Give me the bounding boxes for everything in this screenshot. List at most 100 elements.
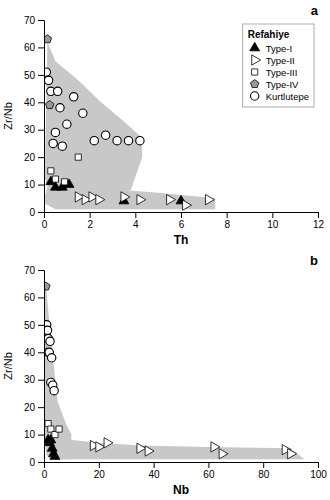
tick-mark	[38, 297, 44, 298]
point	[50, 387, 58, 395]
tick-mark	[38, 75, 44, 76]
tick-mark	[38, 20, 44, 21]
tick-label: 0	[42, 219, 48, 230]
panel-label: a	[311, 3, 319, 18]
tick-label: 40	[149, 469, 161, 480]
point	[121, 192, 130, 202]
x-axis: 020406080100	[42, 462, 328, 480]
tick: 20	[24, 152, 44, 163]
point	[52, 176, 58, 182]
tick-label: 60	[24, 42, 36, 53]
tick-label: 60	[24, 292, 36, 303]
point	[61, 179, 67, 185]
legend-entry: Type-II	[266, 55, 295, 66]
tick-mark	[38, 157, 44, 158]
figure: 024681012010203040506070ThZr/NbaRefahiye…	[0, 0, 330, 500]
tick: 70	[24, 265, 44, 276]
point	[75, 154, 81, 160]
point	[145, 446, 154, 456]
tick-label: 0	[29, 207, 35, 218]
y-axis: 0 10 20 30 40 50 60 70	[24, 265, 45, 468]
shaded-region	[49, 429, 304, 459]
tick-mark	[135, 212, 136, 218]
series	[90, 438, 296, 459]
point	[113, 137, 121, 145]
point	[79, 109, 87, 117]
x-axis: 0 2 4 6 8 10 12	[42, 212, 325, 230]
series	[44, 321, 58, 395]
series	[48, 154, 82, 185]
tick-mark	[99, 462, 100, 468]
tick-mark	[154, 462, 155, 468]
tick-label: 40	[24, 97, 36, 108]
point	[136, 137, 144, 145]
series	[75, 192, 214, 211]
tick-mark	[38, 435, 44, 436]
tick-mark	[38, 270, 44, 271]
tick: 0	[42, 462, 48, 480]
point	[44, 326, 52, 334]
point	[167, 195, 176, 205]
tick: 60	[24, 42, 44, 53]
point	[183, 200, 192, 210]
y-axis-title: Zr/Nb	[2, 352, 14, 380]
legend-title: Refahiye	[248, 29, 290, 40]
axis-line	[45, 213, 319, 219]
tick-mark	[38, 130, 44, 131]
point	[54, 87, 62, 95]
tick: 20	[94, 462, 106, 480]
tick-mark	[38, 380, 44, 381]
tick: 10	[24, 429, 44, 440]
tick: 40	[149, 462, 161, 480]
y-axis-title: Zr/Nb	[2, 102, 14, 130]
point	[50, 451, 60, 460]
point	[137, 443, 146, 453]
tick: 50	[24, 320, 44, 331]
tick-mark	[181, 212, 182, 218]
point	[56, 104, 64, 112]
tick-mark	[272, 212, 273, 218]
tick-label: 30	[24, 374, 36, 385]
point	[288, 449, 297, 459]
point	[137, 195, 146, 205]
point	[48, 168, 54, 174]
tick-label: 4	[133, 219, 139, 230]
tick-label: 20	[24, 152, 36, 163]
tick: 0	[29, 457, 44, 468]
tick-label: 50	[24, 320, 36, 331]
point	[124, 137, 132, 145]
point	[205, 195, 214, 205]
tick-mark	[38, 325, 44, 326]
point	[58, 142, 66, 150]
tick-label: 100	[310, 469, 327, 480]
point	[46, 337, 54, 345]
legend-symbol	[251, 80, 259, 88]
tick-label: 12	[313, 219, 325, 230]
series	[44, 68, 144, 150]
tick: 2	[87, 212, 93, 230]
tick: 50	[24, 70, 44, 81]
tick-mark	[38, 185, 44, 186]
tick-label: 10	[24, 179, 36, 190]
tick: 60	[203, 462, 215, 480]
tick-mark	[38, 407, 44, 408]
shaded-region	[45, 284, 72, 460]
point	[96, 442, 105, 452]
x-axis-title: Nb	[173, 483, 189, 497]
point	[101, 131, 109, 139]
tick: 20	[24, 402, 44, 413]
tick: 40	[24, 97, 44, 108]
tick-label: 6	[179, 219, 185, 230]
legend-entry: Type-III	[266, 67, 298, 78]
tick: 8	[224, 212, 230, 230]
tick-mark	[318, 212, 319, 218]
tick: 30	[24, 124, 44, 135]
legend: RefahiyeType-IType-IIType-IIIType-IVKurt…	[243, 24, 314, 107]
axis-line	[38, 271, 45, 463]
point	[47, 354, 55, 362]
tick: 40	[24, 347, 44, 358]
legend-symbol	[252, 69, 258, 75]
tick-label: 10	[267, 219, 279, 230]
point	[44, 35, 52, 43]
tick: 4	[133, 212, 139, 230]
